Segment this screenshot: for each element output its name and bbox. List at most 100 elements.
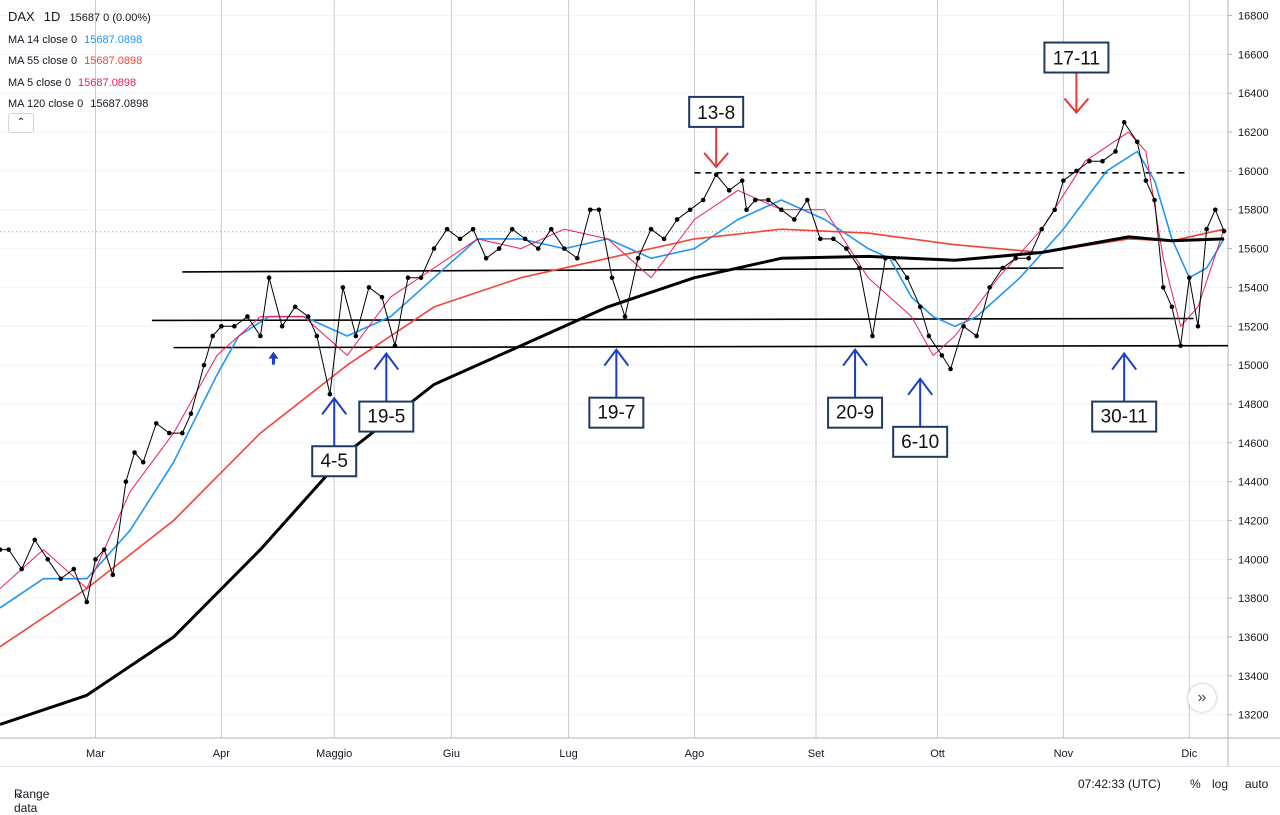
series-line-ma-120: [0, 235, 1225, 726]
reference-line: [151, 317, 1194, 322]
percent-toggle[interactable]: %: [1190, 777, 1201, 791]
price-point: [883, 255, 888, 261]
annotation-label-box: [827, 396, 884, 429]
price-tick-label: 14200: [1238, 515, 1269, 527]
price-point: [535, 246, 541, 251]
price-point: [496, 246, 502, 251]
price-point: [700, 197, 706, 203]
annotation-arrow-head: [842, 348, 868, 367]
price-point: [1113, 149, 1118, 154]
price-point: [739, 178, 745, 183]
annotation-label-box: [688, 95, 745, 128]
legend-collapse-button[interactable]: ⌃: [8, 113, 34, 133]
price-point: [45, 557, 51, 562]
double-chevron-right-icon: »: [1197, 689, 1207, 706]
price-point: [522, 236, 528, 242]
last-price: 15687: [69, 12, 101, 24]
chevron-down-icon: ⌄: [14, 787, 25, 801]
price-point: [904, 275, 910, 281]
price-point: [258, 333, 263, 339]
annotation-arrow-head: [703, 152, 729, 169]
series-line-ma-5: [0, 131, 1225, 589]
price-point: [622, 314, 628, 319]
price-tick-label: 16000: [1238, 166, 1269, 178]
price-point: [405, 275, 411, 281]
price-point: [844, 246, 849, 251]
price-point: [266, 275, 272, 281]
annotation-label-box: [311, 445, 358, 478]
price-point: [713, 172, 719, 178]
clock-time[interactable]: 07:42:33 (UTC): [1078, 777, 1161, 791]
price-point: [340, 285, 346, 290]
interval-label[interactable]: 1D: [43, 9, 61, 24]
legend-indicator-ma55[interactable]: MA 55 close 0 15687.0898: [8, 51, 151, 73]
price-point: [939, 353, 945, 358]
time-tick-label: Apr: [213, 748, 230, 760]
annotation-label: 17-11: [1053, 49, 1100, 70]
scroll-to-realtime-button[interactable]: »: [1188, 684, 1216, 712]
indicator-value: 15687.0898: [84, 55, 143, 67]
price-point: [1061, 178, 1066, 183]
price-tick-label: 14800: [1238, 399, 1269, 411]
price-tick-label: 15600: [1238, 244, 1269, 256]
price-point: [926, 333, 932, 339]
price-point: [1169, 304, 1175, 310]
price-tick-label: 16400: [1238, 88, 1269, 100]
price-point: [561, 246, 567, 251]
price-tick-label: 16600: [1238, 49, 1269, 61]
price-point: [1121, 120, 1127, 125]
price-tick-label: 14400: [1238, 477, 1269, 489]
price-change: 0 (0.00%): [103, 12, 151, 24]
indicator-value: 15687.0898: [78, 76, 137, 89]
price-point: [917, 304, 923, 310]
log-toggle[interactable]: log: [1212, 777, 1229, 791]
price-point: [1000, 265, 1005, 271]
price-point: [245, 314, 250, 319]
price-point: [305, 314, 311, 319]
price-tick-label: 15400: [1238, 282, 1269, 294]
price-point: [0, 547, 3, 552]
price-point: [327, 391, 333, 397]
price-point: [765, 197, 771, 203]
price-point: [366, 285, 372, 290]
price-point: [110, 572, 116, 578]
legend-indicator-ma120[interactable]: MA 120 close 0 15687.0898: [8, 94, 151, 116]
price-point: [1178, 343, 1183, 348]
series-line-ma-55: [0, 228, 1225, 648]
price-point: [805, 197, 810, 203]
price-point: [93, 557, 98, 562]
price-point: [431, 246, 437, 251]
price-point: [1026, 255, 1031, 261]
price-point: [596, 207, 602, 213]
reference-line: [182, 267, 1064, 273]
price-point: [609, 275, 615, 281]
price-point: [726, 188, 732, 193]
time-tick-label: Dic: [1181, 748, 1197, 760]
legend-indicator-ma5[interactable]: MA 5 close 0 15687.0898: [8, 73, 151, 95]
annotation-arrow-head: [1063, 97, 1090, 115]
price-point: [132, 450, 137, 455]
symbol-name[interactable]: DAX: [8, 9, 35, 24]
time-tick-label: Set: [808, 748, 825, 760]
annotation-label-box: [358, 400, 415, 433]
price-point: [1160, 285, 1166, 290]
price-point: [1186, 275, 1192, 281]
legend-symbol-row: DAX 1D 15687 0 (0.00%): [8, 6, 151, 30]
annotation-label: 20-9: [836, 403, 874, 424]
annotation-label-box: [588, 396, 645, 429]
bottom-toolbar: Range data ⌄ 07:42:33 (UTC) % log auto: [0, 766, 1280, 815]
price-point: [201, 362, 207, 368]
price-point: [19, 566, 25, 572]
price-point: [392, 343, 398, 348]
indicator-label: MA 5 close 0: [8, 76, 71, 89]
price-point: [818, 236, 823, 242]
time-tick-label: Nov: [1054, 748, 1074, 760]
legend-indicator-ma14[interactable]: MA 14 close 0 15687.0898: [8, 30, 151, 52]
price-point: [1152, 197, 1157, 203]
price-point: [219, 323, 224, 329]
price-point: [444, 226, 450, 232]
time-tick-label: Ago: [685, 748, 705, 760]
time-tick-label: Maggio: [316, 748, 352, 760]
auto-toggle[interactable]: auto: [1245, 777, 1269, 791]
